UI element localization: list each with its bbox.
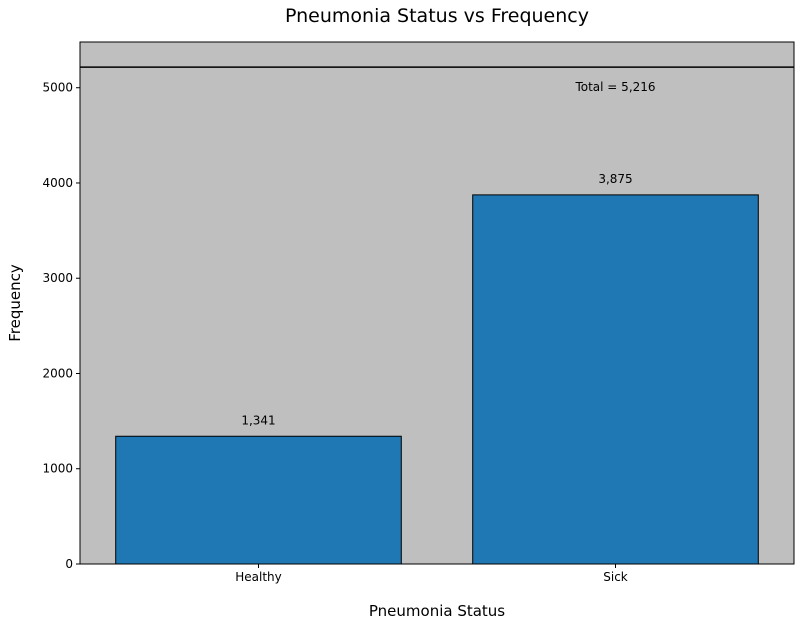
data-label-healthy: 1,341 [241,413,275,427]
y-tick-label: 4000 [42,176,73,190]
plot-frame [79,41,795,565]
total-label: Total = 5,216 [574,80,655,94]
y-tick-label: 1000 [42,462,73,476]
bar-sick [472,194,759,565]
y-tick-label: 5000 [42,81,73,95]
chart-title: Pneumonia Status vs Frequency [285,5,589,27]
bar-healthy [115,435,402,565]
x-tick-label: Healthy [235,570,282,584]
y-tick-label: 0 [65,557,73,571]
x-axis-label: Pneumonia Status [369,602,505,620]
y-tick-label: 3000 [42,271,73,285]
data-label-sick: 3,875 [598,172,632,186]
y-axis-label: Frequency [6,264,24,342]
y-tick-label: 2000 [42,366,73,380]
x-tick-label: Sick [603,570,628,584]
